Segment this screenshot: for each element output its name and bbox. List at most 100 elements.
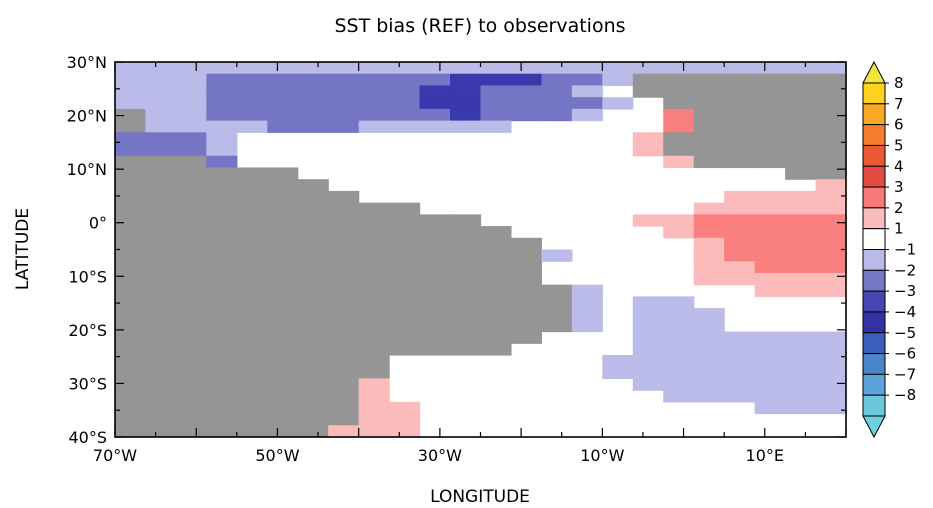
land-cell — [145, 378, 177, 391]
bias-cell — [632, 378, 664, 391]
bias-cell — [389, 97, 421, 110]
land-cell — [297, 401, 329, 415]
bias-cell — [571, 73, 603, 87]
bias-cell — [754, 284, 786, 297]
bias-cell — [724, 226, 756, 239]
y-tick-label: 30°N — [67, 53, 107, 72]
land-cell — [267, 190, 299, 204]
land-cell — [419, 237, 451, 251]
land-cell — [175, 261, 207, 274]
land-cell — [663, 132, 695, 145]
land-cell — [115, 425, 147, 438]
land-cell — [450, 272, 482, 286]
bias-cell — [602, 73, 634, 87]
bias-cell — [358, 390, 390, 403]
land-cell — [236, 390, 268, 403]
land-cell — [328, 261, 360, 274]
colorbar-label: −4 — [894, 303, 916, 321]
bias-cell — [358, 97, 390, 110]
land-cell — [815, 97, 847, 110]
bias-cell — [297, 85, 329, 98]
bias-cell — [389, 120, 421, 133]
bias-cell — [358, 62, 390, 75]
land-cell — [785, 155, 817, 169]
y-tick-label: 20°N — [67, 107, 107, 126]
land-cell — [389, 261, 421, 274]
land-cell — [236, 237, 268, 251]
bias-cell — [297, 73, 329, 87]
bias-cell — [724, 366, 756, 380]
land-cell — [328, 366, 360, 380]
bias-cell — [602, 97, 634, 110]
bias-cell — [297, 120, 329, 133]
land-cell — [358, 226, 390, 239]
land-cell — [236, 272, 268, 286]
bias-cell — [663, 390, 695, 403]
land-cell — [510, 249, 543, 262]
land-cell — [175, 202, 207, 215]
land-cell — [115, 343, 147, 356]
bias-cell — [541, 73, 573, 87]
colorbar-label: 8 — [894, 74, 904, 92]
land-cell — [297, 354, 329, 368]
land-cell — [358, 343, 390, 356]
land-cell — [175, 378, 207, 391]
land-cell — [145, 237, 177, 251]
bias-cell — [663, 366, 695, 380]
land-cell — [419, 226, 451, 239]
bias-cell — [632, 296, 664, 309]
land-cell — [206, 296, 238, 309]
land-cell — [480, 343, 512, 356]
land-cell — [328, 272, 360, 286]
land-cell — [115, 261, 147, 274]
bias-cell — [267, 120, 299, 133]
colorbar-bottom-triangle — [862, 415, 886, 439]
bias-cell — [175, 73, 207, 87]
land-cell — [236, 284, 268, 297]
bias-cell — [815, 214, 847, 227]
bias-cell — [693, 237, 725, 251]
bias-cell — [785, 249, 817, 262]
bias-cell — [267, 85, 299, 98]
land-cell — [693, 85, 725, 98]
x-tick-label: 70°W — [93, 446, 137, 465]
bias-cell — [571, 296, 603, 309]
bias-cell — [175, 120, 207, 133]
x-tick-label: 10°W — [580, 446, 624, 465]
land-cell — [358, 296, 390, 309]
bias-cell — [785, 354, 817, 368]
land-cell — [267, 343, 299, 356]
land-cell — [754, 120, 786, 133]
land-cell — [145, 226, 177, 239]
land-cell — [175, 272, 207, 286]
land-cell — [145, 296, 177, 309]
land-cell — [297, 308, 329, 321]
land-cell — [267, 179, 299, 192]
y-axis-label: LATITUDE — [13, 208, 33, 290]
land-cell — [206, 354, 238, 368]
y-tick-label: 10°N — [67, 160, 107, 179]
bias-cell — [267, 108, 299, 122]
land-cell — [115, 226, 147, 239]
land-cell — [693, 120, 725, 133]
land-cell — [145, 331, 177, 344]
bias-cell — [663, 378, 695, 391]
land-cell — [785, 108, 817, 122]
land-cell — [145, 249, 177, 262]
bias-cell — [389, 62, 421, 75]
land-cell — [480, 308, 512, 321]
x-tick-label: 50°W — [255, 446, 299, 465]
land-cell — [175, 155, 207, 169]
bias-cell — [571, 108, 603, 122]
bias-cell — [480, 62, 512, 75]
land-cell — [267, 390, 299, 403]
bias-cell — [541, 97, 573, 110]
land-cell — [328, 401, 360, 415]
land-cell — [510, 237, 543, 251]
land-cell — [510, 272, 543, 286]
land-cell — [145, 167, 177, 180]
bias-cell — [450, 62, 482, 75]
land-cell — [236, 190, 268, 204]
bias-cell — [693, 202, 725, 215]
land-cell — [328, 319, 360, 333]
